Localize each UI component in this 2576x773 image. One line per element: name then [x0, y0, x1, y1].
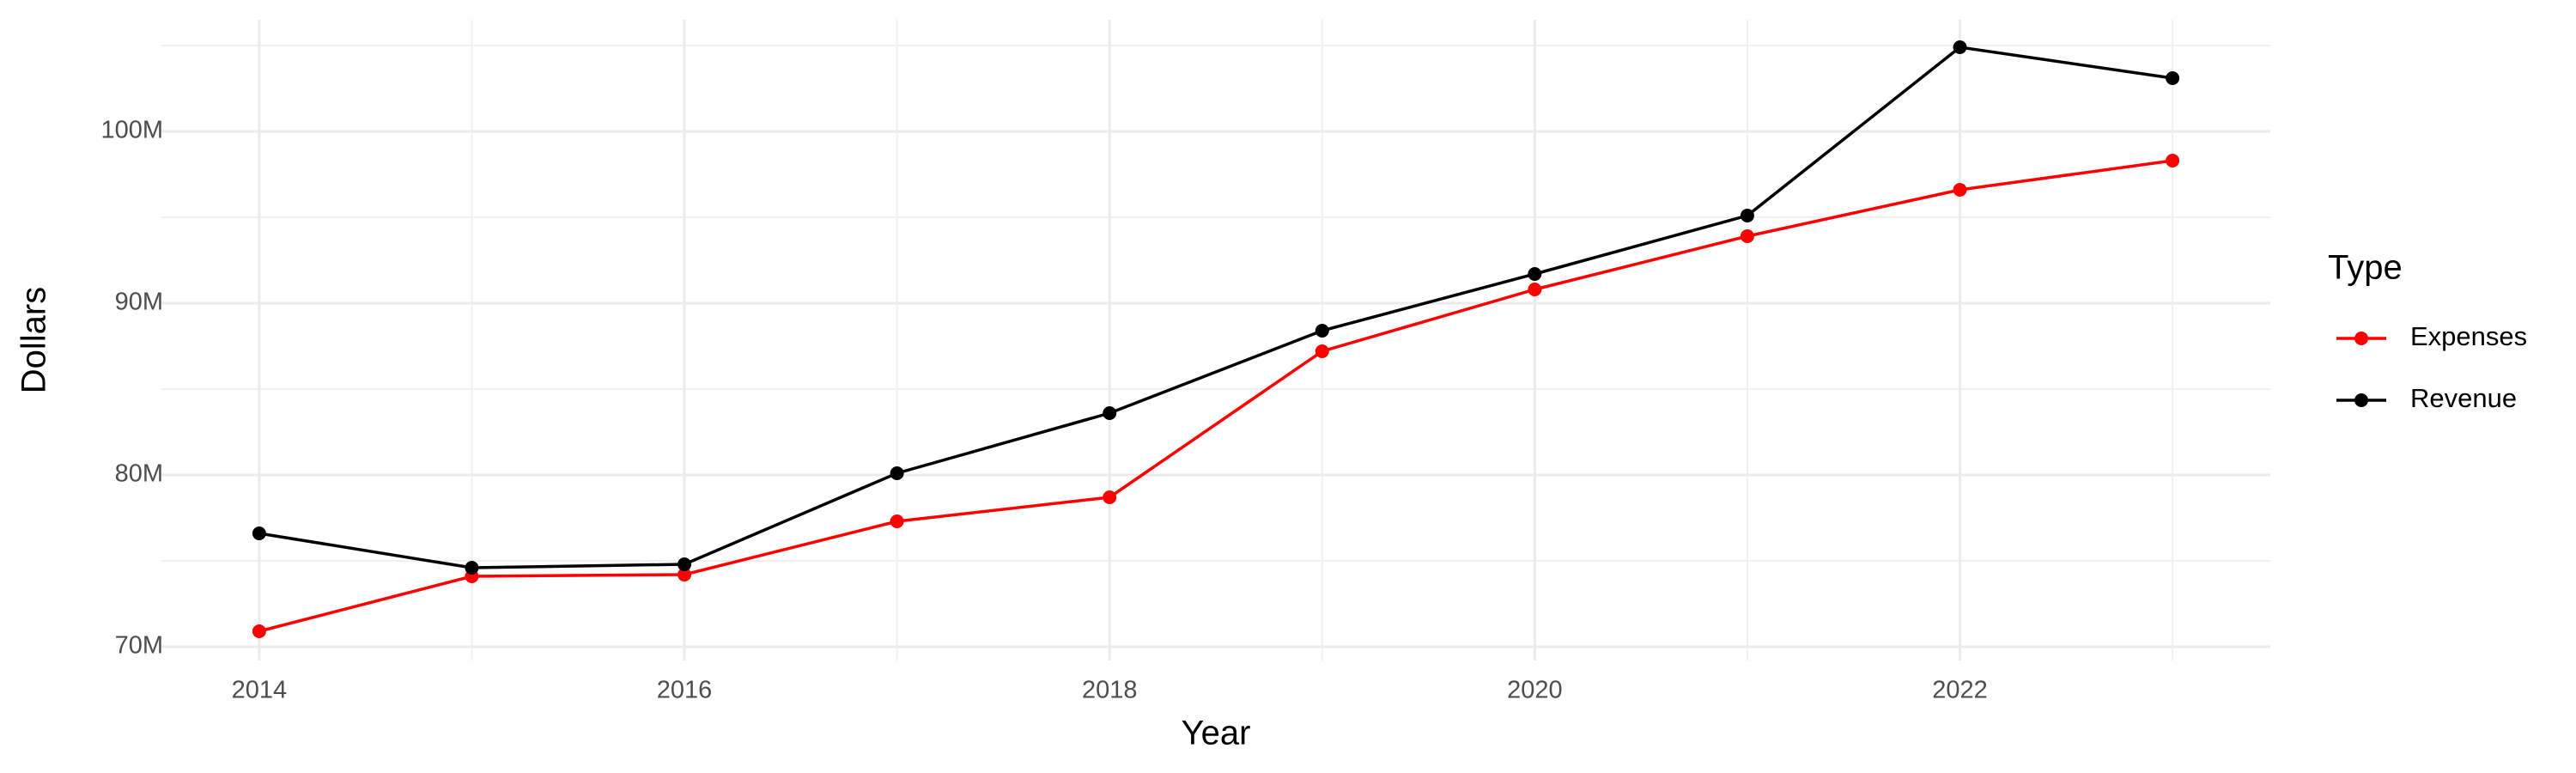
x-tick-label: 2018 — [1082, 677, 1138, 704]
data-point — [1103, 490, 1117, 504]
y-axis-title: Dollars — [15, 287, 53, 393]
data-point — [1528, 283, 1542, 296]
data-point — [2166, 71, 2180, 85]
x-tick-label: 2016 — [657, 677, 713, 704]
data-point — [677, 568, 692, 581]
series-line — [258, 46, 2173, 569]
x-tick-label: 2020 — [1507, 677, 1563, 704]
x-axis-title: Year — [1182, 715, 1251, 752]
x-tick-label: 2014 — [232, 677, 288, 704]
data-point — [1315, 324, 1329, 338]
data-point — [465, 561, 479, 575]
series-line — [258, 159, 2173, 633]
y-tick-label: 90M — [115, 289, 163, 316]
data-point — [1953, 183, 1967, 197]
data-point — [1103, 406, 1117, 420]
data-point — [890, 466, 904, 480]
data-point — [677, 557, 692, 571]
legend-key-point — [2354, 393, 2368, 407]
legend-label: Expenses — [2410, 321, 2527, 351]
legend-title: Type — [2328, 249, 2403, 287]
data-point — [1740, 209, 1754, 222]
x-tick-label: 2022 — [1932, 677, 1988, 704]
y-tick-label: 100M — [100, 117, 163, 144]
legend-key-point — [2354, 332, 2368, 345]
data-point — [1740, 229, 1754, 243]
data-point — [252, 526, 266, 540]
data-point — [1528, 267, 1542, 281]
data-point — [890, 514, 904, 528]
data-point — [1953, 40, 1967, 54]
legend-label: Revenue — [2410, 383, 2517, 413]
data-point — [2166, 154, 2180, 167]
y-tick-label: 80M — [115, 460, 163, 488]
grid — [161, 20, 2270, 660]
data-point — [252, 624, 266, 638]
data-point — [1315, 344, 1329, 358]
y-tick-label: 70M — [115, 632, 163, 660]
